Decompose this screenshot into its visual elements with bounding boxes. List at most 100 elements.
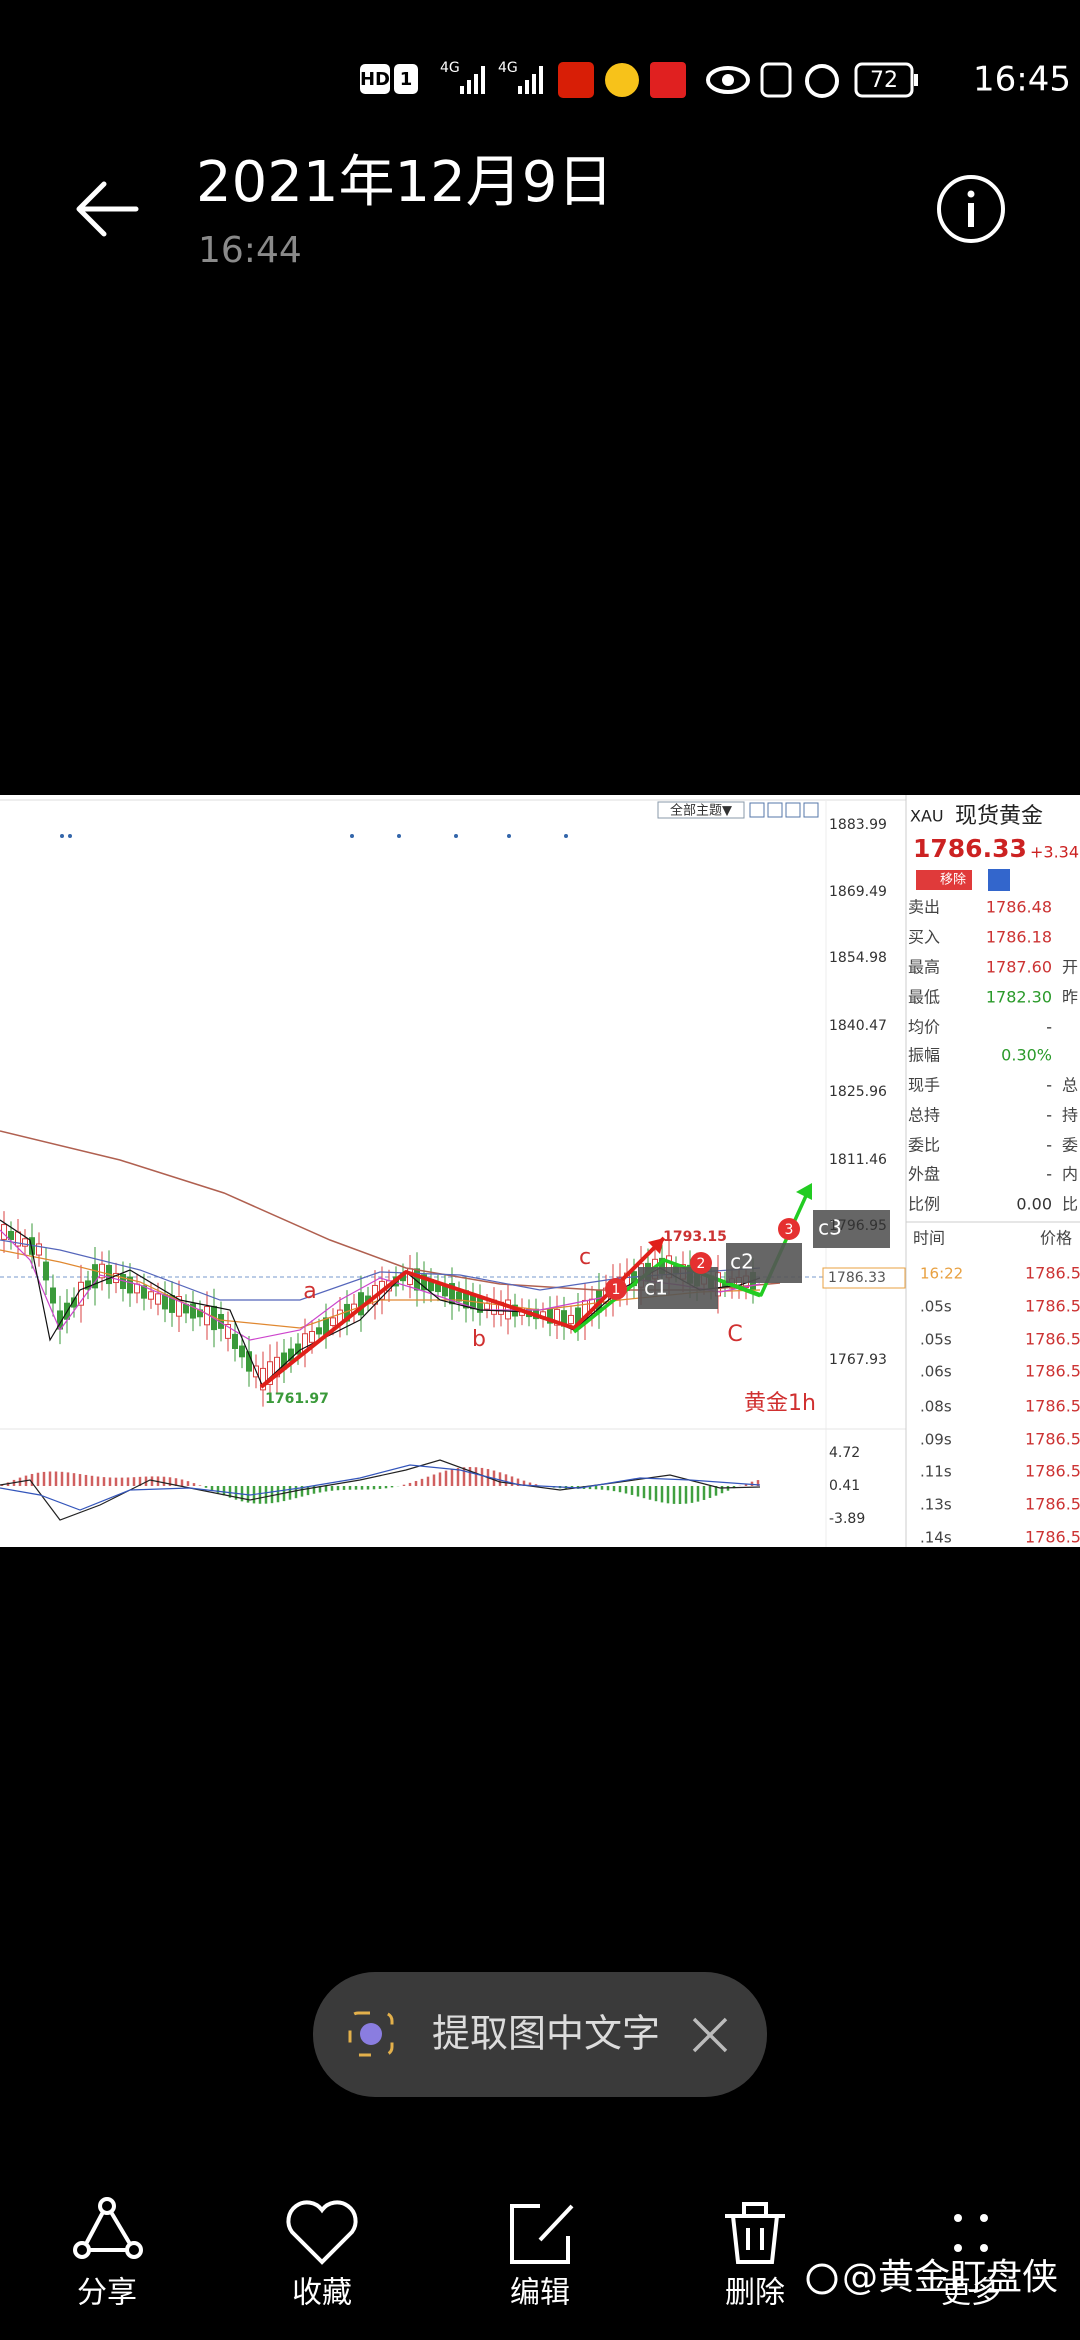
battery-level: 72 [870,68,898,93]
candle-body [421,1274,427,1291]
info-button[interactable] [937,175,1005,243]
price-label: 1796.95 [829,1218,887,1234]
price-label: 1811.46 [829,1152,887,1168]
candle-body [141,1285,147,1299]
wave-label: C [727,1322,742,1347]
quote-row-extra: 比 [1062,1195,1078,1214]
back-button[interactable] [76,181,139,237]
candle-body [190,1303,196,1319]
hd-text: HD [360,69,390,90]
signal-2 [518,66,543,94]
quote-row-extra: 委 [1062,1136,1078,1155]
photo-date: 2021年12月9日 [196,150,613,215]
tick-price: 1786.56 [1025,1362,1080,1381]
box-label: c3 [818,1216,842,1240]
ocr-label: 提取图中文字 [432,2012,660,2056]
candle-body [554,1308,560,1326]
signal-line [0,1464,761,1511]
tick-header: 价格 [1040,1229,1072,1248]
network-type: 4G [498,60,518,76]
theme-menu [657,801,745,819]
point-label: 1 [612,1282,621,1298]
candle-body [43,1261,49,1281]
network-type: 4G [440,60,460,76]
box-label: c1 [644,1276,668,1300]
candle-body [8,1230,14,1241]
tick-time: .14s [920,1529,952,1547]
arrow-head [796,1183,812,1200]
chart-tools [749,802,819,818]
box-label: c2 [730,1250,754,1274]
chart-caption: 黄金1h [744,1391,816,1416]
quote-row-label: 比例 [908,1195,940,1214]
tick-time: 16:22 [920,1265,963,1283]
candle-body [449,1283,455,1305]
candle-body [267,1361,273,1385]
last-price: 1786.33 [913,834,1027,863]
candle-body [99,1263,105,1279]
quote-row-value: 0.30% [1001,1046,1052,1065]
quote-row-value: 1782.30 [986,988,1052,1007]
toolbar-label[interactable]: 编辑 [510,2276,570,2311]
point-marker [778,1218,800,1240]
price-label: 1854.98 [829,950,887,966]
candle-body [225,1323,231,1339]
label-box [726,1243,802,1283]
candle-body [239,1345,245,1358]
symbol: XAU [910,807,944,826]
quote-row-value: 0.00 [1016,1195,1052,1214]
price-change: +3.34 [1030,843,1079,862]
header: 2021年12月9日 16:44 [76,150,1005,271]
alarm-icon [805,64,839,98]
candle-body [316,1327,322,1335]
quote-row-label: 卖出 [908,898,940,917]
candle-body [260,1367,266,1391]
candle-body [295,1343,301,1355]
point-marker [605,1278,627,1300]
quote-row-label: 最高 [908,958,940,977]
chart-labels: a b c C 1793.15 1761.97 黄金1h c1 c2 c3 1 … [265,1210,906,1416]
quote-row-extra: 开 [1062,958,1078,977]
quote-row-value: - [1046,1136,1052,1155]
tick-price: 1786.55 [1025,1397,1080,1416]
ocr-button[interactable]: 提取图中文字 [313,1972,767,2097]
price-label: 1883.99 [829,817,887,833]
quote-row-label: 现手 [908,1076,940,1095]
arrow-head [648,1238,664,1254]
current-tag [822,1267,906,1289]
ocr-close[interactable] [692,2017,728,2053]
candle-body [309,1330,315,1343]
candle-body [183,1303,189,1314]
tick-time: .09s [920,1431,952,1449]
theme-menu-label: 全部主题▼ [670,803,732,819]
quote-row-extra: 昨 [1062,988,1078,1007]
toolbar-label[interactable]: 分享 [77,2276,137,2311]
toolbar-label[interactable]: 删除 [725,2276,785,2311]
price-axis: 1883.99 1869.49 1854.98 1840.47 1825.96 1811.… [829,817,887,1527]
sim-icon [394,64,418,94]
watermark: @黄金盯盘侠 [842,2257,1058,2298]
toolbar-label[interactable]: 更多 [941,2276,1001,2311]
app-icon [558,62,594,98]
toolbar-label[interactable]: 收藏 [292,2276,352,2311]
macd-label: 0.41 [829,1478,860,1494]
point-label: 3 [785,1222,794,1238]
high-label: 1793.15 [663,1229,727,1245]
wave-label: a [303,1279,316,1304]
quote-row-label: 最低 [908,988,940,1007]
macd-line [0,1459,761,1521]
app-icon [650,62,686,98]
quote-row-value: - [1046,1076,1052,1095]
quote-row-label: 买入 [908,928,940,947]
candle-body [134,1283,140,1294]
candle-body [232,1333,238,1349]
alert-button [988,869,1010,891]
hd-icon [360,64,390,94]
tick-time: .05s [920,1331,952,1349]
tick-header: 时间 [913,1229,945,1248]
tick-price: 1786.57 [1025,1330,1080,1349]
candle-body [330,1317,336,1326]
